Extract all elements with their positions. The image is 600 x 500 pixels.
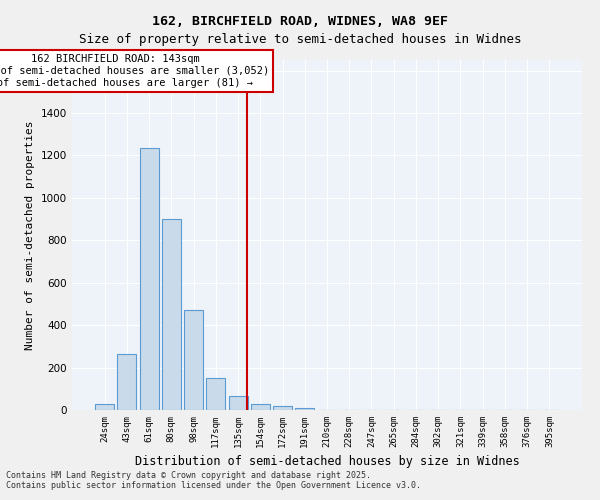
Text: Contains HM Land Registry data © Crown copyright and database right 2025.
Contai: Contains HM Land Registry data © Crown c… xyxy=(6,470,421,490)
Bar xyxy=(95,404,114,410)
Bar xyxy=(162,219,181,410)
X-axis label: Distribution of semi-detached houses by size in Widnes: Distribution of semi-detached houses by … xyxy=(134,456,520,468)
Bar xyxy=(273,406,292,410)
Bar xyxy=(140,148,158,410)
Bar xyxy=(184,310,203,410)
Bar xyxy=(295,408,314,410)
Text: 162 BIRCHFIELD ROAD: 143sqm
← 97% of semi-detached houses are smaller (3,052)
3%: 162 BIRCHFIELD ROAD: 143sqm ← 97% of sem… xyxy=(0,54,269,88)
Bar xyxy=(229,396,248,410)
Bar xyxy=(206,378,225,410)
Bar xyxy=(118,354,136,410)
Y-axis label: Number of semi-detached properties: Number of semi-detached properties xyxy=(25,120,35,350)
Text: 162, BIRCHFIELD ROAD, WIDNES, WA8 9EF: 162, BIRCHFIELD ROAD, WIDNES, WA8 9EF xyxy=(152,15,448,28)
Text: Size of property relative to semi-detached houses in Widnes: Size of property relative to semi-detach… xyxy=(79,32,521,46)
Bar xyxy=(251,404,270,410)
